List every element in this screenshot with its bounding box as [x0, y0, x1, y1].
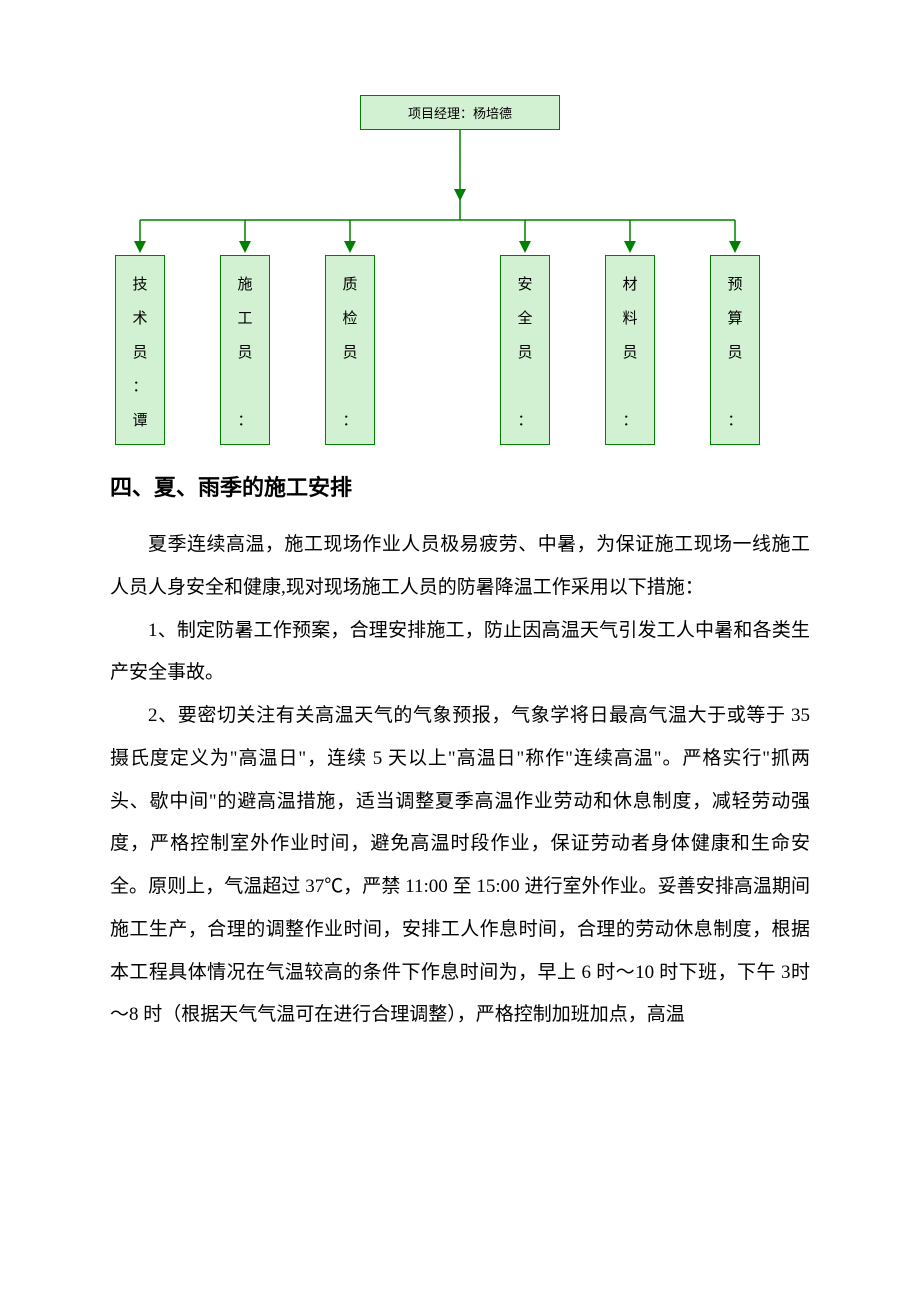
org-leaf-char: 算 [711, 302, 759, 336]
org-leaf-char: 员 [116, 336, 164, 370]
body-paragraph: 1、制定防暑工作预案，合理安排施工，防止因高温天气引发工人中暑和各类生产安全事故… [110, 610, 810, 696]
org-leaf-char: ： [501, 404, 549, 438]
org-leaf-node: 材料员 ： [605, 255, 655, 445]
org-leaf-char: 质 [326, 268, 374, 302]
body-paragraph: 2、要密切关注有关高温天气的气象预报，气象学将日最高气温大于或等于 35 摄氏度… [110, 695, 810, 1037]
org-leaf-char: 工 [221, 302, 269, 336]
org-leaf-char: 施 [221, 268, 269, 302]
org-leaf-char: ： [606, 404, 654, 438]
org-leaf-node: 技术员：谭 [115, 255, 165, 445]
org-leaf-char: 技 [116, 268, 164, 302]
body-text: 夏季连续高温，施工现场作业人员极易疲劳、中暑，为保证施工现场一线施工人员人身安全… [110, 524, 810, 1037]
org-chart: 项目经理：杨培德 技术员：谭施工员 ：质检员 ：安全员 ：材料员 ：预算员 ： [110, 90, 810, 450]
org-leaf-char: ： [711, 404, 759, 438]
org-leaf-spacer [711, 370, 759, 404]
org-leaf-char: 谭 [116, 404, 164, 438]
org-root-label: 项目经理：杨培德 [408, 106, 512, 121]
org-leaf-node: 预算员 ： [710, 255, 760, 445]
org-leaf-char: 员 [221, 336, 269, 370]
org-leaf-char: 安 [501, 268, 549, 302]
org-leaf-char: 员 [326, 336, 374, 370]
org-leaf-char: ： [116, 370, 164, 404]
org-leaf-node: 安全员 ： [500, 255, 550, 445]
org-leaf-spacer [501, 370, 549, 404]
section-heading: 四、夏、雨季的施工安排 [110, 470, 810, 502]
org-leaf-node: 施工员 ： [220, 255, 270, 445]
org-leaf-char: ： [221, 404, 269, 438]
org-connectors [110, 90, 810, 450]
org-leaf-spacer [326, 370, 374, 404]
org-leaf-char: 员 [501, 336, 549, 370]
org-leaf-spacer [606, 370, 654, 404]
org-leaf-char: ： [326, 404, 374, 438]
org-leaf-char: 全 [501, 302, 549, 336]
org-leaf-char: 预 [711, 268, 759, 302]
org-leaf-char: 料 [606, 302, 654, 336]
org-leaf-char: 材 [606, 268, 654, 302]
org-leaf-node: 质检员 ： [325, 255, 375, 445]
body-paragraph: 夏季连续高温，施工现场作业人员极易疲劳、中暑，为保证施工现场一线施工人员人身安全… [110, 524, 810, 610]
org-leaf-spacer [221, 370, 269, 404]
org-root-node: 项目经理：杨培德 [360, 95, 560, 130]
org-leaf-char: 员 [711, 336, 759, 370]
org-leaf-char: 术 [116, 302, 164, 336]
org-leaf-char: 员 [606, 336, 654, 370]
org-leaf-char: 检 [326, 302, 374, 336]
